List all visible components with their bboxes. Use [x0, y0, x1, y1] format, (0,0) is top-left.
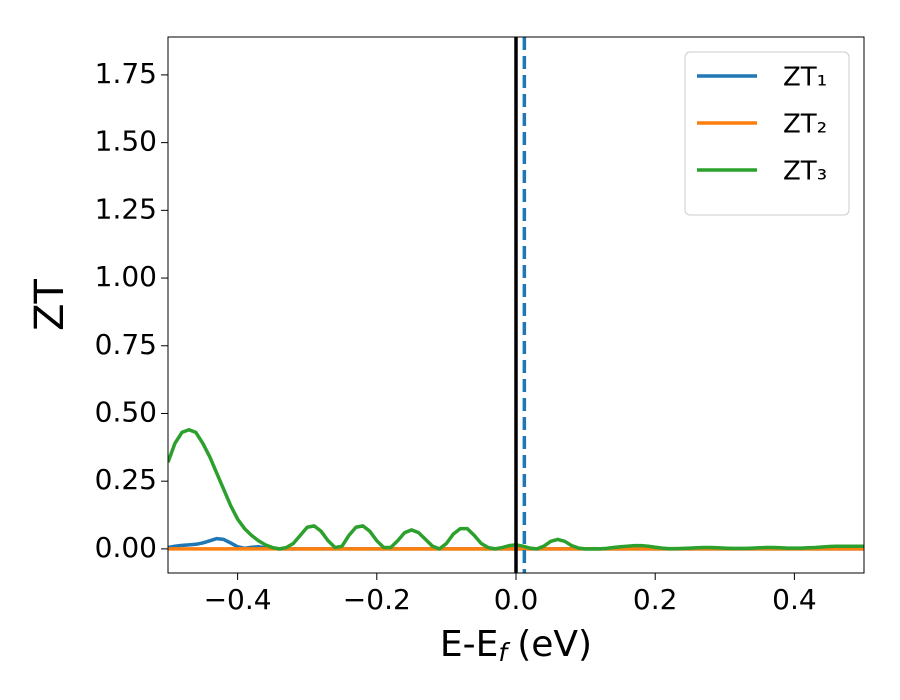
- y-tick-label: 1.50: [95, 125, 157, 158]
- legend-label: ZT₁: [783, 63, 827, 93]
- x-tick-label: −0.4: [204, 583, 272, 616]
- y-tick-label: 0.25: [95, 463, 157, 496]
- y-tick-label: 0.00: [95, 531, 157, 564]
- y-axis-label: ZT: [27, 279, 73, 331]
- y-tick-label: 0.75: [95, 328, 157, 361]
- y-tick-label: 1.00: [95, 260, 157, 293]
- y-tick-label: 1.75: [95, 57, 157, 90]
- y-tick-label: 1.25: [95, 192, 157, 225]
- legend-box: [684, 51, 850, 216]
- y-tick-label: 0.50: [95, 395, 157, 428]
- legend-label: ZT₃: [783, 157, 827, 187]
- x-tick-label: 0.2: [633, 583, 678, 616]
- x-label-text: E-E: [440, 624, 498, 665]
- x-label-unit: (eV): [517, 624, 592, 665]
- x-tick-label: 0.4: [772, 583, 817, 616]
- x-tick-label: 0.0: [494, 583, 539, 616]
- plot-area: [168, 37, 864, 573]
- x-tick-label: −0.2: [343, 583, 411, 616]
- legend-label: ZT₂: [783, 110, 827, 140]
